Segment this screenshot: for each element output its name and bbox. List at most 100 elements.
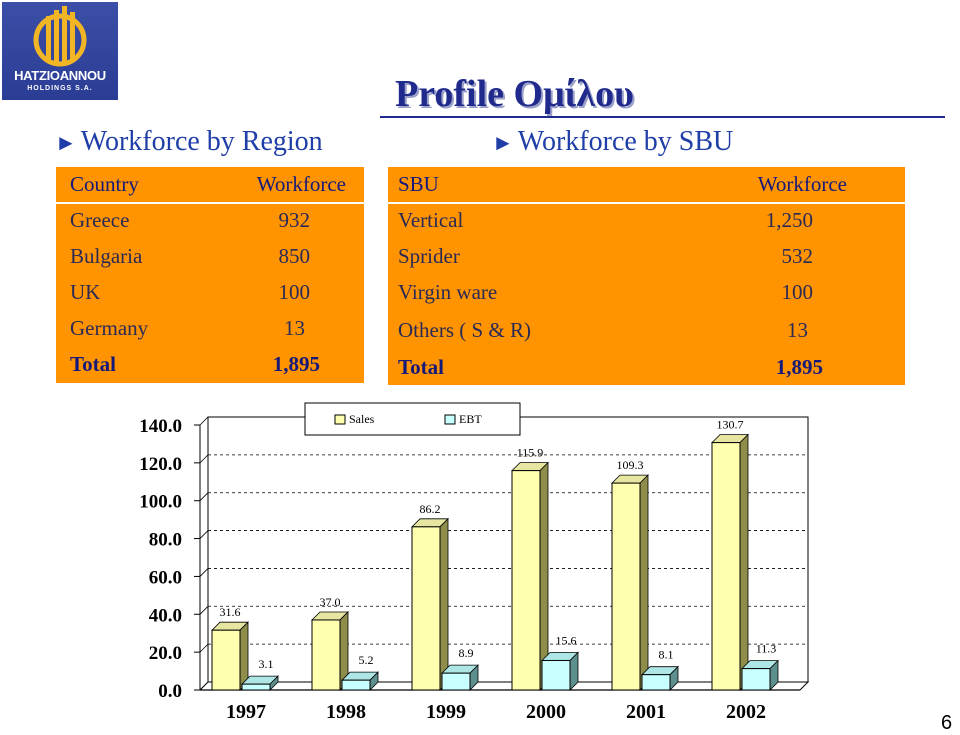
bar-ebt-2001 <box>641 674 671 691</box>
gridline-side <box>199 492 209 501</box>
x-tick-label: 1998 <box>326 701 366 723</box>
bar-ebt-2002 <box>741 668 771 691</box>
column-header-sbu: SBU <box>398 172 439 196</box>
country-cell: Greece <box>70 208 130 232</box>
gridline-side <box>199 643 209 653</box>
table-row: Greece 932 <box>56 203 364 239</box>
bar-side <box>739 433 749 691</box>
y-tick-label: 140.0 <box>139 416 182 437</box>
y-tick-label: 60.0 <box>149 567 182 588</box>
gridline-side <box>199 416 209 426</box>
table-divider <box>388 202 905 204</box>
bar-sales-2000 <box>511 470 541 691</box>
data-label: 15.6 <box>556 633 577 647</box>
table-total-row: Total 1,895 <box>388 350 905 386</box>
table-row: Vertical 1,250 <box>388 203 905 239</box>
bar-ebt-2000 <box>541 659 571 691</box>
sbu-cell: Virgin ware <box>398 280 498 304</box>
data-label: 8.1 <box>659 648 674 662</box>
y-tick-label: 40.0 <box>149 605 182 626</box>
y-tick-label: 80.0 <box>149 530 182 551</box>
company-logo: HATZIOANNOU HOLDINGS S.A. <box>2 2 118 100</box>
total-value: 1,895 <box>775 355 823 379</box>
legend-swatch <box>444 414 456 425</box>
gridline-side <box>199 568 209 577</box>
workforce-cell: 13 <box>787 318 808 342</box>
data-label: 37.0 <box>320 595 341 609</box>
sbu-cell: Sprider <box>398 244 460 268</box>
column-header-country: Country <box>70 172 139 196</box>
bar-ebt-1999 <box>441 672 471 691</box>
bar-ebt-1998 <box>341 679 371 691</box>
x-tick-label: 2001 <box>626 701 666 723</box>
y-tick-label: 100.0 <box>139 492 182 513</box>
table-header-row: Country Workforce <box>56 167 364 203</box>
y-tick-label: 120.0 <box>139 454 182 475</box>
bar-sales-1998 <box>311 619 341 691</box>
sbu-table: SBU Workforce Vertical 1,250 Sprider 532… <box>388 167 905 385</box>
data-label: 115.9 <box>517 446 544 460</box>
data-label: 86.2 <box>420 502 441 516</box>
column-header-workforce: Workforce <box>256 172 346 196</box>
bar-sales-1999 <box>411 526 441 691</box>
gridline-side <box>199 606 209 615</box>
page-number: 6 <box>941 712 953 734</box>
country-cell: Germany <box>70 316 149 340</box>
x-tick-label: 1999 <box>426 701 466 723</box>
bar-side <box>439 517 449 691</box>
bullet-arrow-icon: ► <box>492 130 514 155</box>
data-label: 109.3 <box>617 458 644 472</box>
page-title: Profile Ομίλου <box>395 73 634 115</box>
legend-label: Sales <box>349 412 375 426</box>
section-heading-sbu: ► Workforce by SBU <box>492 126 733 158</box>
total-label: Total <box>398 355 444 379</box>
table-row: UK 100 <box>56 275 364 311</box>
bar-sales-2001 <box>611 482 641 691</box>
bar-sales-1997 <box>211 629 241 691</box>
gridline-side <box>199 530 209 539</box>
table-row: Others ( S & R) 13 <box>388 313 905 349</box>
y-tick-label: 0.0 <box>158 681 182 702</box>
workforce-cell: 850 <box>278 244 311 268</box>
bullet-arrow-icon: ► <box>55 130 77 155</box>
data-label: 3.1 <box>259 657 274 671</box>
section-heading-region: ► Workforce by Region <box>55 126 323 158</box>
table-row: Bulgaria 850 <box>56 239 364 275</box>
country-cell: UK <box>70 280 101 304</box>
legend-label: EBT <box>459 412 482 426</box>
region-table: Country Workforce Greece 932 Bulgaria 85… <box>56 167 364 383</box>
sales-ebt-bar-chart: 0.0 20.0 40.0 60.0 80.0 100.0 120.0 140.0 31.6 3.… <box>139 402 810 723</box>
section-sbu-label: Workforce by SBU <box>517 126 734 157</box>
table-row: Germany 13 <box>56 311 364 347</box>
workforce-cell: 100 <box>278 280 311 304</box>
data-label: 11.3 <box>756 642 777 656</box>
column-header-workforce: Workforce <box>757 172 847 196</box>
gridline-side <box>199 454 209 464</box>
y-tick-label: 20.0 <box>149 643 182 664</box>
workforce-cell: 932 <box>278 208 311 232</box>
total-label: Total <box>70 352 116 376</box>
legend-swatch <box>334 414 346 425</box>
sbu-cell: Others ( S & R) <box>398 318 531 342</box>
workforce-cell: 13 <box>284 316 305 340</box>
table-header-row: SBU Workforce <box>388 167 905 203</box>
logo-brand-text: HATZIOANNOU <box>14 68 106 83</box>
data-label: 130.7 <box>717 418 744 432</box>
data-label: 31.6 <box>220 605 241 619</box>
sbu-cell: Vertical <box>398 208 464 232</box>
total-value: 1,895 <box>272 352 320 376</box>
logo-emblem-icon <box>33 6 87 67</box>
bar-side <box>639 474 649 691</box>
table-row: Virgin ware 100 <box>388 275 905 311</box>
x-tick-label: 2002 <box>726 701 766 723</box>
data-label: 5.2 <box>359 653 374 667</box>
table-total-row: Total 1,895 <box>56 347 364 383</box>
section-region-label: Workforce by Region <box>80 126 323 157</box>
x-tick-label: 1997 <box>226 701 266 723</box>
table-divider <box>56 202 364 204</box>
workforce-cell: 100 <box>781 280 814 304</box>
bar-ebt-1997 <box>241 683 271 691</box>
x-tick-label: 2000 <box>526 701 566 723</box>
title-divider <box>380 116 945 118</box>
chart-back-wall <box>207 416 809 683</box>
